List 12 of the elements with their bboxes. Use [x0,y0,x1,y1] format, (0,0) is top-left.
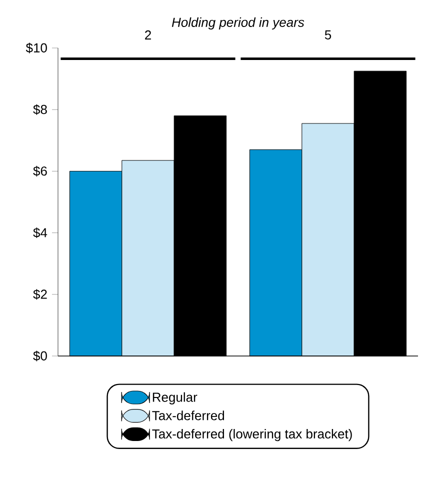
y-tick-label: $0 [33,350,47,362]
x-tick-label: 5 [324,30,332,40]
x-axis-title: Holding period in years [172,17,304,30]
y-tick-label: $8 [33,104,47,115]
legend-label: Regular [152,392,198,404]
y-tick-label: $2 [33,289,47,300]
y-tick-label: $10 [26,42,47,54]
y-tick-label: $4 [33,228,48,238]
legend-label: Tax-deferred [152,410,224,420]
y-tick-label: $6 [33,166,47,176]
legend-label: Tax-deferred (lowering tax bracket) [152,429,352,442]
x-tick-label: 2 [145,30,151,40]
